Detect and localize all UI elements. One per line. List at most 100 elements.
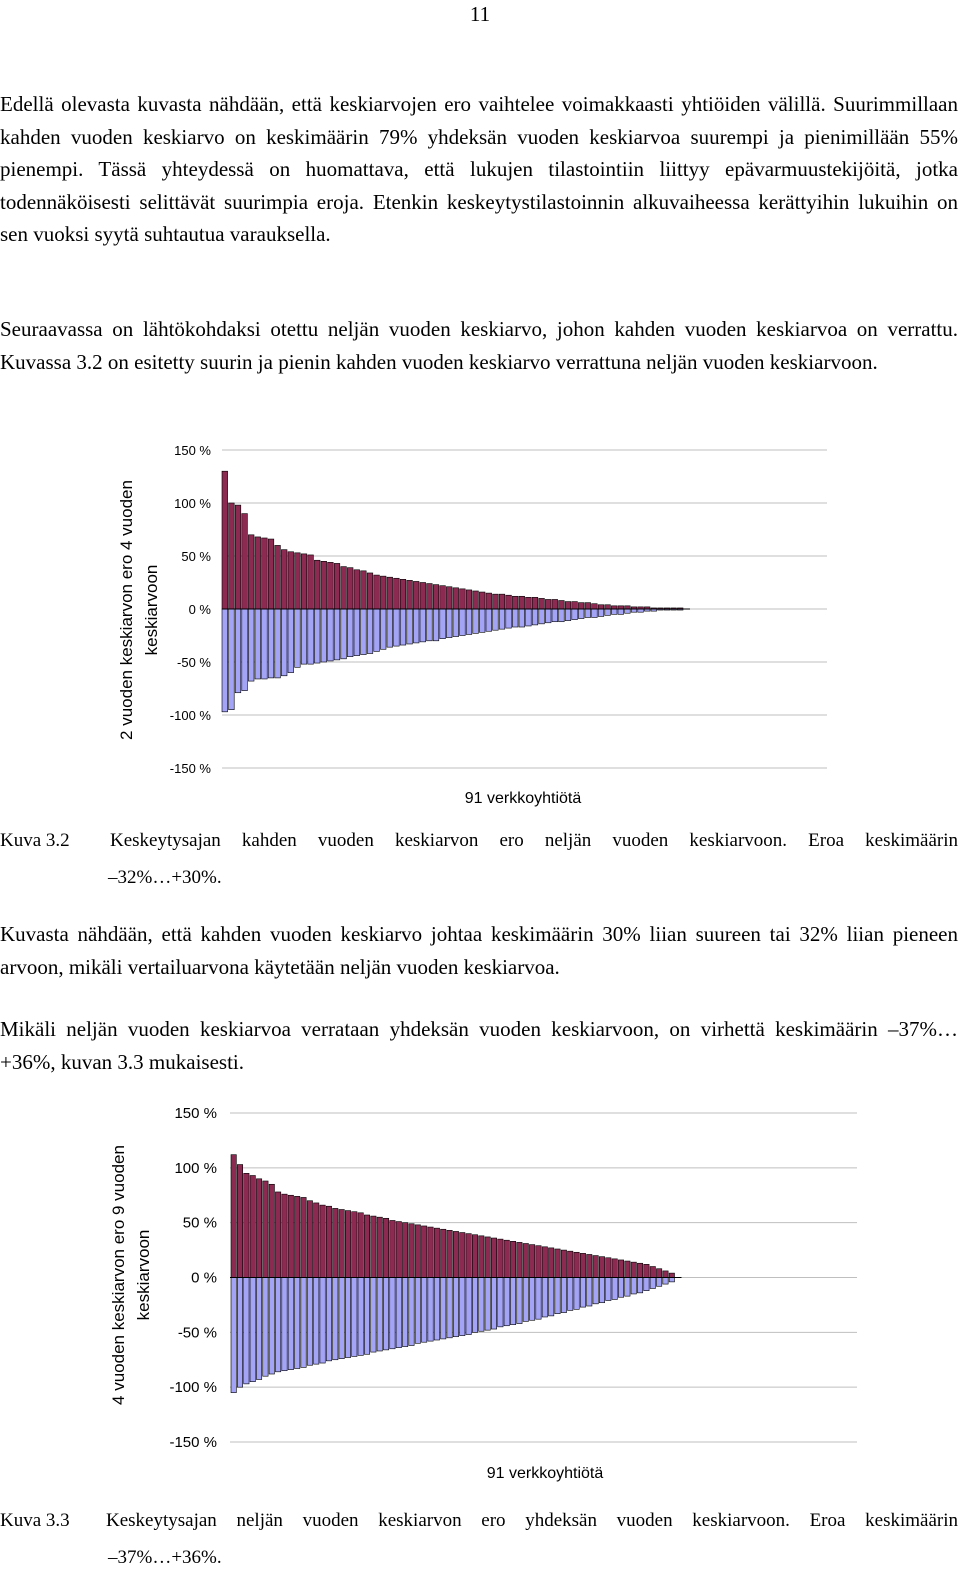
bar-positive <box>314 559 321 610</box>
bar-negative <box>617 608 624 615</box>
bar-positive <box>597 604 605 610</box>
bar-negative <box>287 608 294 673</box>
bar-negative <box>668 1277 675 1283</box>
caption-range: –32%…+30%. <box>108 867 222 888</box>
page-number: 11 <box>469 2 491 26</box>
bar-negative <box>327 608 334 662</box>
bar-negative <box>325 1277 332 1362</box>
bar-positive <box>393 577 400 610</box>
bar-negative <box>578 608 585 619</box>
bar-positive <box>249 1175 256 1278</box>
bar-positive <box>325 1205 332 1278</box>
bar-positive <box>643 1264 650 1278</box>
bar-negative <box>649 1277 656 1289</box>
bar-negative <box>491 1277 498 1330</box>
bar-negative <box>584 608 591 618</box>
bar-positive <box>531 597 539 610</box>
bar-negative <box>313 1277 320 1365</box>
y-tick-label: 0 % <box>189 602 212 617</box>
bar-negative <box>558 608 565 623</box>
bar-negative <box>267 608 275 679</box>
bar-positive <box>421 1225 428 1278</box>
bar-positive <box>591 603 598 610</box>
bar-positive <box>485 592 492 610</box>
bar-negative <box>597 608 605 617</box>
bar-negative <box>538 608 545 625</box>
bar-positive <box>294 1196 301 1278</box>
bar-negative <box>472 608 479 634</box>
y-tick-label: 100 % <box>174 496 211 511</box>
bar-positive <box>510 1241 517 1278</box>
x-axis-label: 91 verkkoyhtiötä <box>487 1465 604 1482</box>
y-tick-label: -150 % <box>169 1434 217 1451</box>
bar-positive <box>347 567 354 610</box>
bar-positive <box>535 1245 542 1278</box>
bar-negative <box>446 608 453 638</box>
bar-positive <box>351 1211 358 1278</box>
bar-positive <box>624 1260 631 1278</box>
bar-negative <box>333 608 341 661</box>
bar-negative <box>479 608 486 633</box>
y-tick-label: 150 % <box>174 1105 217 1122</box>
caption-range: –37%…+36%. <box>108 1547 222 1568</box>
bar-negative <box>571 608 578 620</box>
bar-positive <box>491 1237 498 1278</box>
bar-negative <box>413 608 420 644</box>
bar-positive <box>287 551 294 610</box>
bar-positive <box>604 604 611 610</box>
bar-positive <box>433 1227 440 1278</box>
bar-negative <box>389 1277 396 1350</box>
bar-negative <box>579 1277 586 1308</box>
bar-negative <box>618 1277 624 1298</box>
bar-negative <box>268 1277 275 1375</box>
bar-negative <box>484 1277 491 1331</box>
bar-negative <box>452 608 459 637</box>
bar-negative <box>234 608 242 694</box>
bar-negative <box>353 608 360 656</box>
bar-positive <box>267 538 275 610</box>
bar-positive <box>584 602 591 610</box>
bar-positive <box>327 562 334 610</box>
bar-positive <box>344 1210 351 1278</box>
bar-positive <box>503 1239 510 1278</box>
bar-positive <box>357 1212 364 1278</box>
bar-negative <box>360 608 367 655</box>
bar-positive <box>592 1255 599 1278</box>
bar-positive <box>366 572 374 610</box>
bar-positive <box>505 594 512 610</box>
bar-negative <box>630 1277 637 1295</box>
bar-positive <box>440 1228 447 1278</box>
bar-positive <box>248 534 255 610</box>
bar-negative <box>518 608 525 628</box>
bar-positive <box>338 1209 345 1278</box>
bar-positive <box>373 574 380 610</box>
bar-positive <box>320 561 327 610</box>
bar-negative <box>531 608 539 626</box>
bar-negative <box>440 1277 447 1340</box>
caption-label: Kuva 3.3 <box>0 1510 70 1531</box>
y-axis-label-line1: 2 vuoden keskiarvon ero 4 vuoden <box>117 480 136 740</box>
bar-negative <box>347 608 354 658</box>
bar-negative <box>370 1277 377 1353</box>
bar-positive <box>571 601 578 610</box>
bar-negative <box>433 1277 440 1341</box>
bar-positive <box>579 1253 586 1278</box>
bar-negative <box>505 608 512 629</box>
bar-negative <box>427 1277 434 1342</box>
bar-negative <box>399 608 407 646</box>
bar-negative <box>294 608 301 668</box>
bar-negative <box>525 608 532 627</box>
bar-negative <box>306 1277 313 1366</box>
figure-3-2-caption: Kuva 3.2 Keskeytysajan kahden vuoden kes… <box>0 830 958 890</box>
bar-positive <box>439 585 446 610</box>
bar-positive <box>241 513 248 610</box>
bar-positive <box>389 1220 396 1278</box>
bar-negative <box>545 608 552 624</box>
bar-negative <box>485 608 492 632</box>
bar-negative <box>439 608 446 639</box>
y-tick-label: 50 % <box>181 549 211 564</box>
bar-positive <box>332 1208 339 1278</box>
bar-positive <box>419 582 426 610</box>
bar-negative <box>332 1277 339 1361</box>
bar-negative <box>459 608 466 636</box>
